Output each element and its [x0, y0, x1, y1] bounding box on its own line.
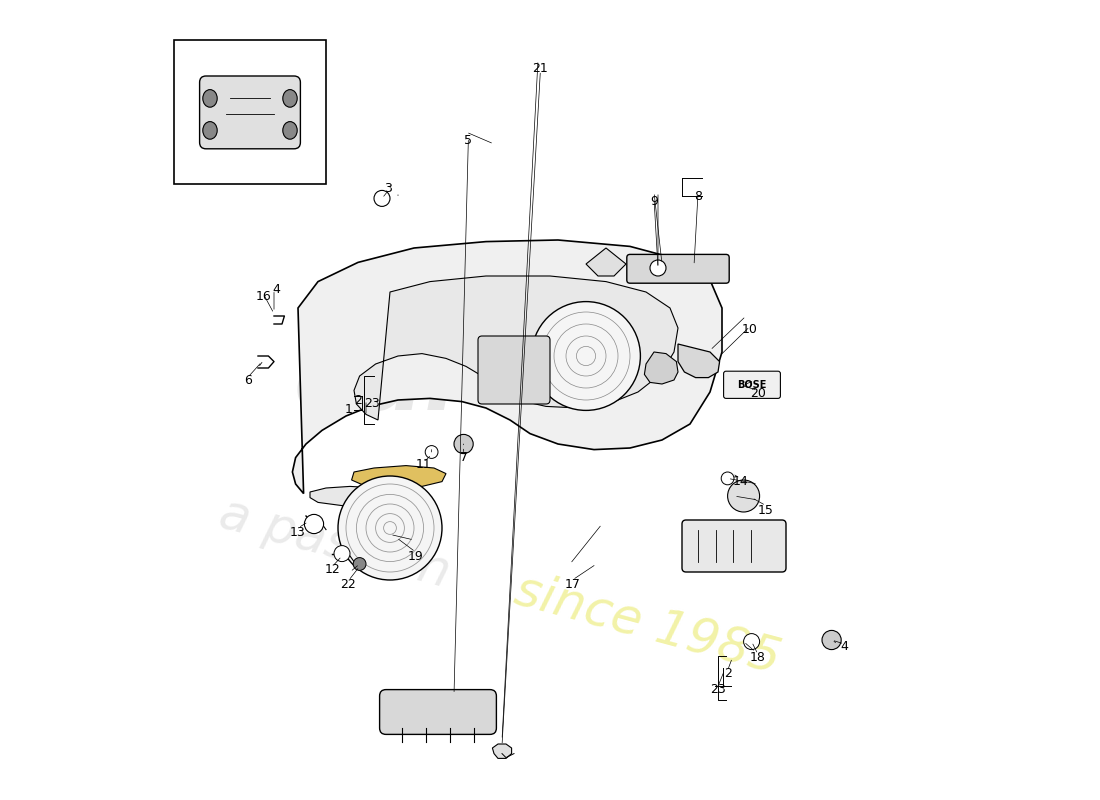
Polygon shape [352, 466, 446, 488]
Ellipse shape [283, 90, 297, 107]
FancyBboxPatch shape [627, 254, 729, 283]
Text: BOSE: BOSE [737, 380, 767, 390]
Text: 9: 9 [650, 195, 658, 208]
Polygon shape [310, 486, 398, 506]
FancyBboxPatch shape [379, 690, 496, 734]
Text: 21: 21 [532, 62, 548, 74]
Circle shape [426, 446, 438, 458]
Circle shape [305, 514, 323, 534]
FancyBboxPatch shape [174, 40, 326, 184]
Ellipse shape [202, 122, 217, 139]
Text: 2: 2 [354, 394, 362, 406]
Text: 5: 5 [464, 134, 472, 146]
Text: 23: 23 [364, 397, 381, 410]
Text: 22: 22 [341, 578, 356, 590]
Text: 12: 12 [324, 563, 340, 576]
Ellipse shape [283, 122, 297, 139]
FancyBboxPatch shape [682, 520, 786, 572]
Text: 8: 8 [694, 190, 702, 202]
Polygon shape [645, 352, 678, 384]
Text: 19: 19 [408, 550, 424, 562]
Text: 3: 3 [385, 182, 393, 194]
Text: 10: 10 [742, 323, 758, 336]
Text: 7: 7 [460, 451, 467, 464]
Circle shape [454, 434, 473, 454]
Text: 1: 1 [344, 403, 352, 416]
Circle shape [727, 480, 760, 512]
Polygon shape [354, 276, 678, 420]
Text: 16: 16 [255, 290, 272, 302]
Polygon shape [678, 344, 719, 378]
Polygon shape [586, 248, 626, 276]
Circle shape [722, 472, 734, 485]
Text: 13: 13 [290, 526, 306, 538]
Text: since 1985: since 1985 [510, 566, 786, 682]
Text: 2: 2 [724, 667, 732, 680]
Circle shape [334, 546, 350, 562]
Circle shape [374, 190, 390, 206]
Ellipse shape [202, 90, 217, 107]
Circle shape [822, 630, 842, 650]
Text: 11: 11 [416, 458, 431, 470]
Circle shape [338, 476, 442, 580]
Text: 4: 4 [273, 283, 280, 296]
Circle shape [353, 558, 366, 570]
Text: 23: 23 [711, 683, 726, 696]
Text: 4: 4 [840, 640, 848, 653]
FancyBboxPatch shape [478, 336, 550, 404]
Text: europ: europ [294, 338, 605, 430]
Text: 14: 14 [733, 475, 748, 488]
FancyBboxPatch shape [724, 371, 780, 398]
Text: 20: 20 [750, 387, 766, 400]
Text: a passion: a passion [214, 490, 455, 598]
Text: 15: 15 [758, 504, 774, 517]
Circle shape [744, 634, 760, 650]
Text: 18: 18 [750, 651, 766, 664]
Polygon shape [493, 744, 512, 758]
Circle shape [531, 302, 640, 410]
Circle shape [650, 260, 666, 276]
Polygon shape [293, 240, 722, 494]
Text: 17: 17 [564, 578, 581, 590]
Text: 6: 6 [244, 374, 252, 386]
FancyBboxPatch shape [199, 76, 300, 149]
